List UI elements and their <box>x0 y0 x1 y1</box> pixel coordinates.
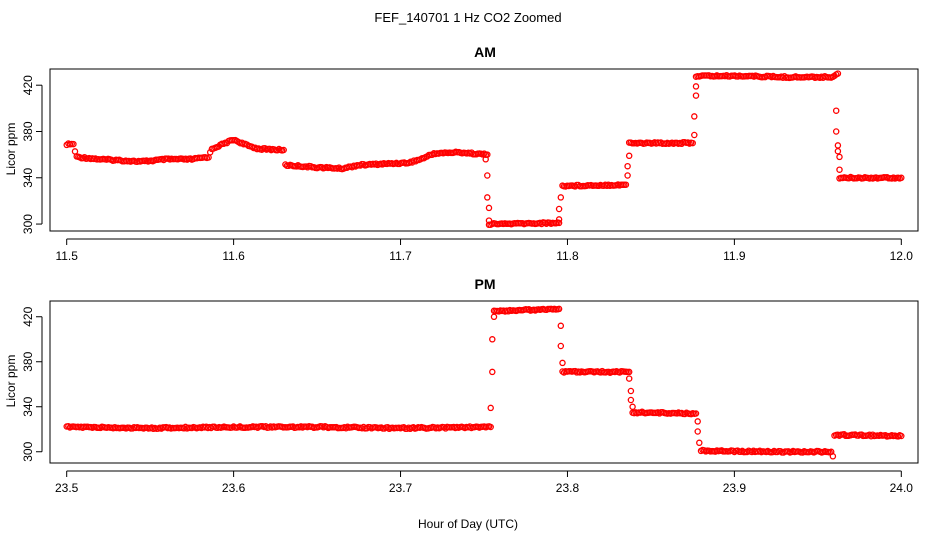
pm-data-point <box>694 418 701 425</box>
am-panel-title: AM <box>474 44 496 60</box>
am-data-point <box>692 92 700 99</box>
am-x-tick-label: 11.8 <box>556 249 579 263</box>
pm-data-point <box>625 375 633 382</box>
am-data-point <box>625 152 633 160</box>
am-x-tick-label: 11.7 <box>389 249 412 263</box>
am-data-point <box>206 149 214 156</box>
am-data-point <box>70 140 77 148</box>
am-data-point <box>689 139 696 147</box>
am-x-tick-label: 12.0 <box>890 249 914 263</box>
pm-data-point <box>559 359 566 367</box>
pm-data-point <box>629 403 636 411</box>
am-data-point <box>836 166 843 173</box>
am-x-tick-label: 11.6 <box>222 249 245 263</box>
am-data-point <box>555 216 563 223</box>
pm-data-point <box>557 342 565 350</box>
am-data-point <box>691 131 698 139</box>
pm-x-tick-label: 23.5 <box>55 481 79 495</box>
am-data-point <box>555 205 563 213</box>
pm-data-point <box>692 410 700 417</box>
am-data-point <box>555 219 563 227</box>
pm-data-point <box>487 404 494 412</box>
pm-data-point <box>555 305 563 313</box>
pm-panel-title: PM <box>475 276 496 292</box>
am-x-tick-label: 11.9 <box>723 249 746 263</box>
am-data-point <box>832 128 840 135</box>
pm-data-point <box>627 387 635 395</box>
am-y-tick-label: 420 <box>21 75 35 95</box>
pm-y-tick-label: 380 <box>21 351 35 371</box>
pm-x-tick-label: 23.7 <box>389 481 413 495</box>
am-data-point <box>832 107 840 114</box>
pm-plot-frame <box>49 300 919 464</box>
am-data-point <box>836 153 843 161</box>
am-data-point <box>485 217 493 224</box>
pm-data-point <box>694 428 701 435</box>
am-data-point <box>622 181 630 188</box>
am-data-point <box>834 142 842 149</box>
pm-data-point <box>489 336 496 343</box>
am-data-point <box>280 146 287 154</box>
am-ticks: 11.5 11.6 11.7 11.8 11.9 12.0 300 340 380 420 <box>21 75 913 263</box>
pm-data-point <box>625 368 633 376</box>
figure-title: FEF_140701 1 Hz CO2 Zoomed <box>374 10 561 25</box>
am-data-point <box>834 147 842 155</box>
am-y-tick-label: 300 <box>21 214 35 234</box>
pm-y-tick-label: 420 <box>21 306 35 326</box>
pm-x-tick-label: 24.0 <box>890 481 914 495</box>
am-points <box>63 70 905 229</box>
am-data-point <box>624 172 631 179</box>
pm-points <box>63 305 905 460</box>
am-y-tick-label: 340 <box>21 167 35 187</box>
am-data-point <box>898 174 905 182</box>
pm-panel: PM Licor ppm 23.5 23.6 23.7 23.8 23.9 24.0 300… <box>4 276 919 495</box>
am-data-point <box>624 162 631 170</box>
pm-ticks: 23.5 23.6 23.7 23.8 23.9 24.0 300 340 380 420 <box>21 306 913 495</box>
pm-data-point <box>829 453 837 460</box>
pm-data-point <box>557 322 565 330</box>
am-y-axis-title: Licor ppm <box>4 123 18 176</box>
pm-y-tick-label: 300 <box>21 441 35 461</box>
am-data-point <box>243 141 251 148</box>
pm-y-tick-label: 340 <box>21 396 35 416</box>
am-data-point <box>557 194 565 201</box>
pm-data-point <box>487 423 494 431</box>
pm-data-point <box>627 396 635 404</box>
pm-y-axis-title: Licor ppm <box>4 355 18 408</box>
am-y-tick-label: 380 <box>21 121 35 141</box>
am-data-point <box>834 70 842 77</box>
am-data-point <box>691 113 698 120</box>
pm-data-point <box>898 432 905 440</box>
am-data-point <box>484 172 491 179</box>
am-plot-frame <box>49 68 919 232</box>
pm-x-tick-label: 23.6 <box>222 481 246 495</box>
pm-data-point <box>696 439 703 447</box>
pm-x-tick-label: 23.8 <box>556 481 580 495</box>
am-data-point <box>484 194 491 201</box>
pm-data-point <box>489 368 496 376</box>
am-x-tick-label: 11.5 <box>55 249 78 263</box>
x-axis-title: Hour of Day (UTC) <box>418 517 518 531</box>
pm-data-point <box>490 313 498 321</box>
am-data-point <box>485 204 493 212</box>
am-panel: AM Licor ppm 11.5 11.6 11.7 11.8 11.9 12.0 300… <box>4 44 919 263</box>
am-data-point <box>482 156 489 163</box>
am-data-point <box>692 83 700 90</box>
pm-x-tick-label: 23.9 <box>723 481 747 495</box>
